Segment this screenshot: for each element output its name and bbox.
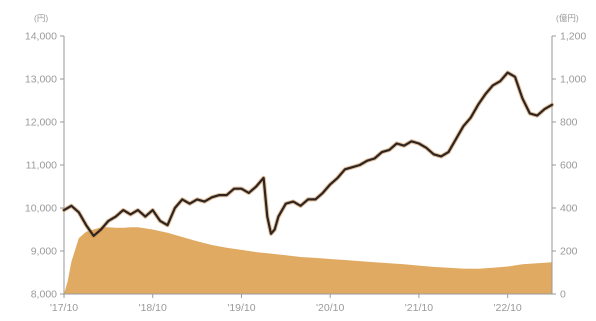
left-tick-label: 12,000 (25, 117, 57, 129)
right-tick-label: 200 (560, 246, 578, 258)
area-series (64, 227, 552, 294)
x-axis: '17/10 '18/10 '19/10 '20/10 '21/10 '22/10 (50, 293, 552, 314)
x-tick-label: '20/10 (316, 302, 344, 314)
line-series (61, 70, 555, 238)
x-tick-label: '17/10 (50, 302, 78, 314)
right-tick-label: 1,200 (560, 31, 586, 43)
x-tick-label: '18/10 (139, 302, 167, 314)
right-tick-label: 600 (560, 160, 578, 172)
x-tick-label: '19/10 (227, 302, 255, 314)
x-tick-label: '22/10 (493, 302, 521, 314)
right-tick-label: 1,000 (560, 74, 586, 86)
left-tick-label: 10,000 (25, 203, 57, 215)
left-tick-label: 11,000 (26, 160, 57, 172)
x-tick-label: '21/10 (405, 302, 433, 314)
net-assets-area (64, 227, 552, 294)
left-axis-unit: (円) (34, 13, 48, 23)
right-axis-unit: (億円) (556, 13, 579, 23)
right-tick-label: 800 (560, 117, 578, 129)
left-tick-label: 8,000 (31, 289, 57, 301)
price-line (62, 71, 554, 237)
right-axis: 0 200 400 600 800 1,000 1,200 (551, 31, 586, 301)
right-tick-label: 400 (560, 203, 578, 215)
left-tick-label: 13,000 (25, 74, 57, 86)
left-tick-label: 9,000 (31, 246, 57, 258)
left-axis: 8,000 9,000 10,000 11,000 12,000 13,000 14,000 (25, 31, 65, 301)
left-tick-label: 14,000 (25, 31, 57, 43)
right-tick-label: 0 (560, 289, 566, 301)
